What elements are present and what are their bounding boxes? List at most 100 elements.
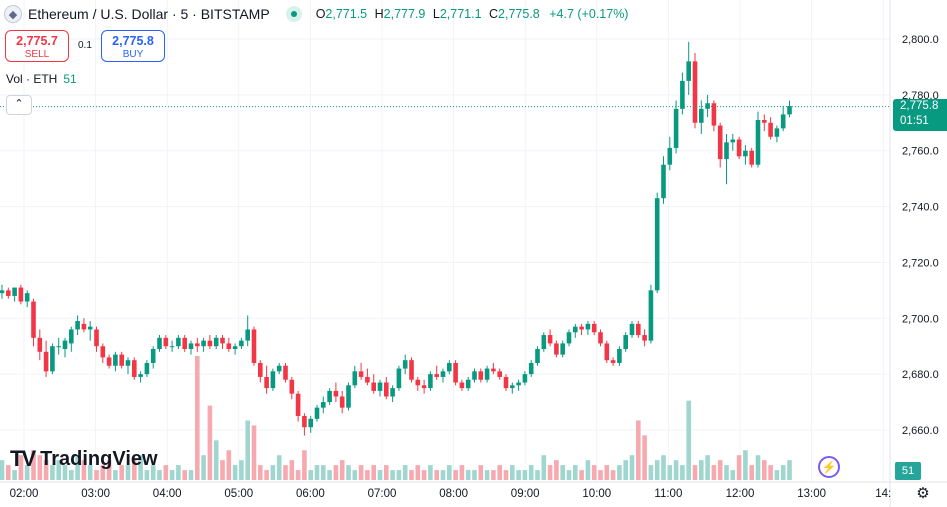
volume-bar — [195, 356, 200, 480]
candle-body — [554, 343, 559, 355]
candle-body — [648, 290, 654, 341]
candle — [566, 329, 572, 347]
volume-bar — [94, 470, 99, 480]
candle-body — [327, 390, 332, 403]
candle-body — [321, 402, 326, 408]
volume-bar — [699, 460, 704, 480]
low-value: 2,771.1 — [439, 7, 482, 21]
candle-body — [711, 103, 717, 126]
volume-bar — [308, 470, 313, 480]
candle-body — [528, 362, 534, 375]
candle — [358, 362, 364, 380]
volume-bar — [522, 470, 528, 480]
candle — [43, 340, 49, 377]
candle-body — [762, 119, 767, 123]
candle — [308, 416, 313, 433]
candle — [31, 298, 36, 347]
candle-body — [226, 343, 232, 350]
candle — [774, 125, 780, 143]
tradingview-logo[interactable]: TV TradingView — [10, 446, 158, 471]
candle — [415, 376, 421, 391]
volume-legend[interactable]: Vol · ETH 51 — [6, 72, 77, 86]
volume-bar — [371, 465, 376, 480]
buy-button[interactable]: 2,775.8 BUY — [101, 30, 165, 62]
volume-bar — [743, 450, 748, 480]
candle — [346, 382, 351, 411]
volume-bar — [503, 470, 509, 480]
candle — [516, 379, 521, 391]
candle-body — [62, 340, 68, 350]
time-tick-label: 08:00 — [439, 488, 468, 500]
volume-bar — [661, 455, 666, 480]
candle — [421, 379, 427, 394]
candle — [232, 343, 238, 355]
candle-body — [188, 343, 194, 350]
candle-body — [113, 354, 118, 366]
volume-bar — [598, 470, 603, 480]
candle-body — [232, 346, 238, 350]
volume-bar — [213, 440, 219, 480]
candle — [264, 365, 269, 394]
volume-bar — [453, 470, 458, 480]
volume-bar — [390, 470, 395, 480]
volume-bar — [604, 465, 610, 480]
candle-body — [138, 374, 143, 377]
candle — [283, 362, 288, 383]
candle — [113, 351, 118, 372]
candle — [37, 329, 43, 361]
volume-bar — [415, 465, 421, 480]
candle — [402, 354, 408, 375]
volume-bar — [245, 420, 250, 480]
candle — [522, 371, 528, 386]
price-tick-label: 2,800.0 — [902, 34, 939, 46]
candle — [409, 357, 414, 383]
volume-bar — [56, 460, 61, 480]
volume-bar — [787, 460, 792, 480]
candle — [673, 100, 679, 154]
volume-bar — [409, 470, 414, 480]
time-tick-label: 13:00 — [797, 488, 826, 500]
candle-body — [585, 323, 591, 330]
volume-bar — [138, 455, 143, 480]
candle — [220, 335, 225, 350]
candle — [245, 315, 250, 347]
candle — [623, 332, 628, 352]
candle — [528, 360, 534, 377]
candle-body — [686, 61, 691, 81]
candle-body — [176, 337, 181, 347]
symbol-title[interactable]: Ethereum / U.S. Dollar · 5 · BITSTAMP — [28, 6, 270, 22]
volume-bar — [636, 420, 641, 480]
candle-body — [43, 351, 49, 372]
candle — [503, 374, 509, 391]
sell-button[interactable]: 2,775.7 SELL — [5, 30, 69, 62]
candle — [176, 335, 181, 350]
candle — [654, 192, 660, 294]
lightning-icon[interactable]: ⚡ — [818, 456, 840, 478]
candle-body — [522, 374, 528, 383]
buy-label: BUY — [122, 49, 144, 60]
candle-body — [434, 374, 439, 377]
high-value: 2,777.9 — [383, 7, 426, 21]
candle-body — [415, 379, 421, 386]
candle — [0, 284, 5, 299]
candle — [390, 385, 395, 403]
volume-bar — [629, 455, 635, 480]
candle-body — [566, 332, 572, 344]
candle — [239, 337, 244, 350]
volume-bar — [113, 470, 118, 480]
time-tick-label: 14: — [875, 488, 891, 500]
price-tick-label: 2,680.0 — [902, 369, 939, 381]
gear-icon[interactable]: ⚙ — [916, 485, 930, 502]
volume-bar — [50, 465, 55, 480]
candle — [24, 290, 30, 308]
time-tick-label: 02:00 — [10, 488, 39, 500]
candle-body — [617, 349, 622, 363]
candle-body — [339, 396, 345, 408]
candle-body — [736, 139, 742, 157]
volume-bar — [302, 450, 307, 480]
volume-bar — [377, 470, 383, 480]
volume-bar — [144, 470, 150, 480]
collapse-legend-button[interactable]: ⌃ — [6, 95, 32, 115]
